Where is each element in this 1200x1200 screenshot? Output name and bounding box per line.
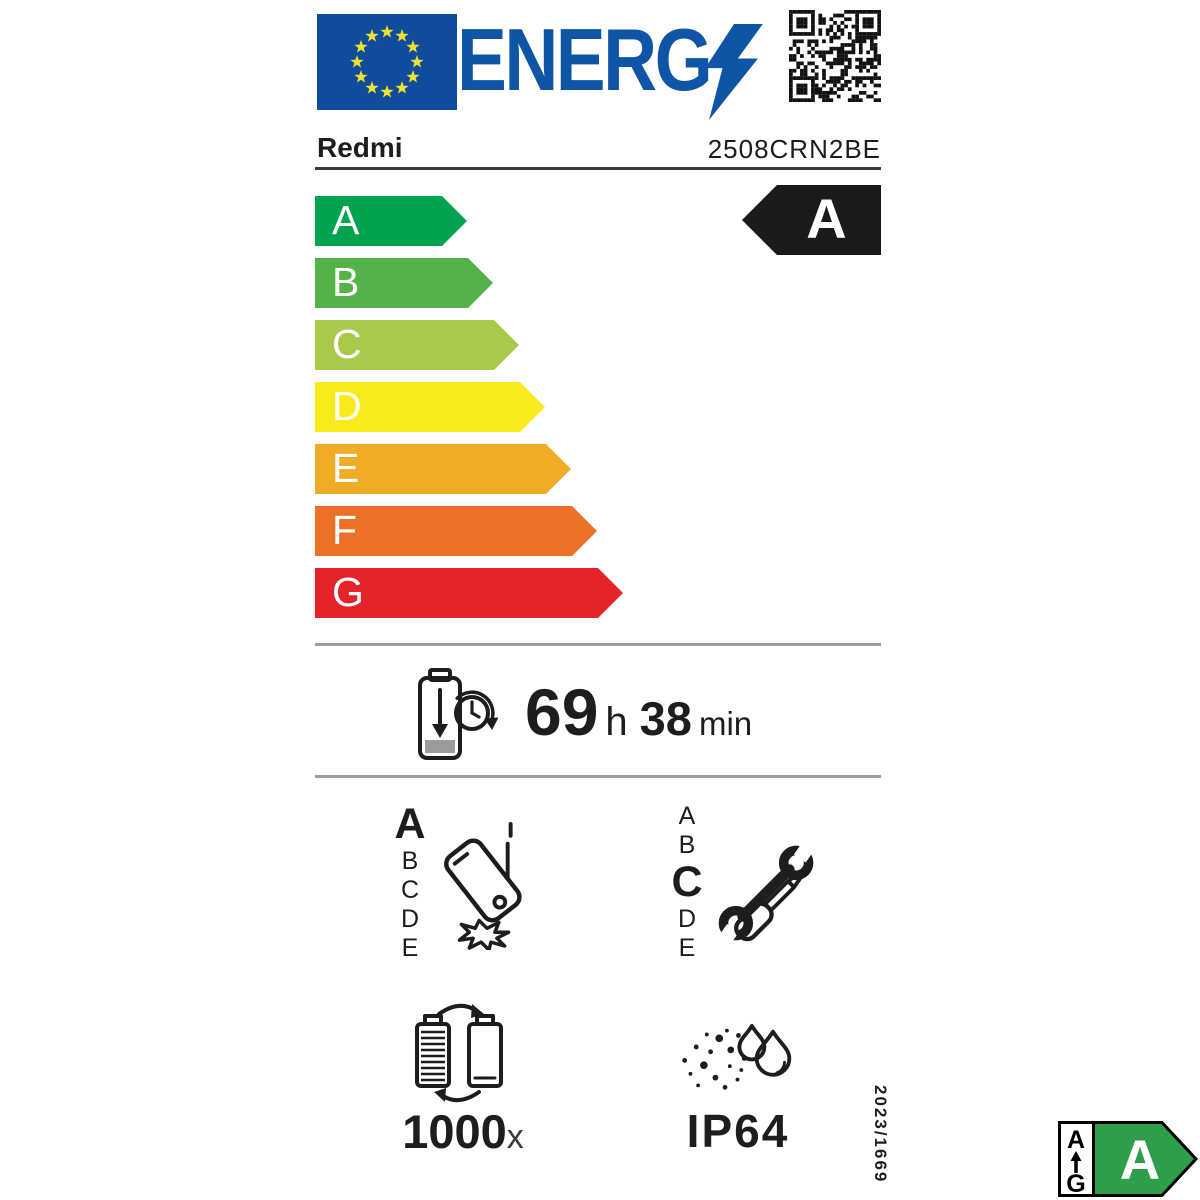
repairability-class-scale: A B C D E [664, 802, 710, 963]
scale-letter: C [400, 876, 420, 904]
class-letter: C [332, 321, 362, 367]
scale-letter: D [400, 905, 420, 933]
battery-cycles-value: 1000x [373, 1104, 553, 1159]
energy-class-scale: A B C D E F G [315, 196, 881, 618]
battery-minutes-unit: min [698, 705, 753, 742]
energ-logo-text: ENERG [457, 10, 713, 109]
class-letter: F [332, 507, 358, 553]
eu-flag-icon [317, 14, 457, 115]
model-number: 2508CRN2BE [707, 134, 881, 164]
battery-hours: 69 [525, 675, 599, 749]
phone-drop-icon [437, 822, 537, 955]
class-letter: D [332, 383, 362, 429]
battery-endurance-icon [408, 668, 499, 773]
scale-letter: D [677, 905, 697, 933]
class-letter: B [332, 259, 360, 305]
class-arrow-b: B [315, 258, 493, 308]
badge-rated-class: A [1120, 1128, 1160, 1191]
rated-class-letter: A [806, 187, 847, 250]
class-letter: G [332, 569, 364, 615]
mini-energy-scale-badge: A G A [1058, 1121, 1199, 1200]
ip-rating: IP64 [686, 1105, 790, 1157]
scale-letter: E [401, 934, 419, 962]
class-arrow-g: G [315, 568, 623, 618]
class-letter: A [332, 197, 360, 243]
header-divider [315, 167, 881, 170]
scale-letter: B [401, 847, 419, 875]
repair-tools-icon [710, 835, 822, 953]
regulation-number: 2023/1669 [871, 1085, 890, 1184]
scale-letter: C [671, 858, 703, 906]
section-divider [315, 643, 881, 646]
qr-code-icon [789, 10, 882, 107]
battery-endurance-value: 69 h 38 min [525, 674, 752, 750]
class-arrow-d: D [315, 382, 545, 432]
lightning-bolt-icon [705, 24, 763, 125]
scale-letter: E [678, 934, 696, 962]
scale-letter: A [394, 800, 426, 848]
class-arrow-a: A [315, 196, 467, 246]
scale-letter: B [678, 831, 696, 859]
class-arrow-c: C [315, 320, 519, 370]
section-divider [315, 775, 881, 778]
badge-best-class: A [1067, 1126, 1085, 1154]
energy-label: ENERG Redmi 2508CRN2BE A B C D E F G A [315, 0, 890, 1200]
class-letter: E [332, 445, 360, 491]
dust-water-icon [676, 1022, 798, 1099]
class-arrow-e: E [315, 444, 571, 494]
battery-hours-unit: h [605, 700, 628, 744]
battery-minutes: 38 [639, 692, 692, 745]
free-fall-class-scale: A B C D E [387, 802, 433, 963]
class-arrow-f: F [315, 506, 597, 556]
brand-name: Redmi [317, 132, 403, 163]
badge-worst-class: G [1066, 1170, 1085, 1197]
cycles-count: 1000 [402, 1105, 507, 1158]
cycles-unit: x [506, 1118, 524, 1156]
scale-letter: A [678, 802, 696, 830]
battery-cycles-icon [409, 998, 509, 1111]
